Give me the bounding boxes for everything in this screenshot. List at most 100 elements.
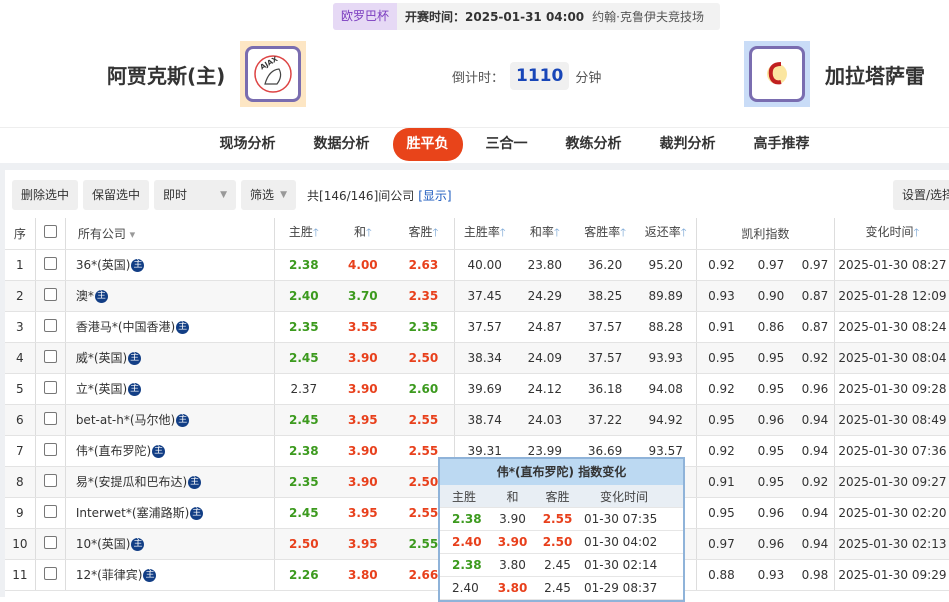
row-select[interactable] [34, 311, 66, 343]
row-checkbox[interactable] [43, 318, 57, 332]
company-cell[interactable]: 澳* 主 [64, 280, 275, 312]
row-checkbox[interactable] [43, 442, 57, 456]
popup-time: 01-30 04:02 [584, 535, 658, 549]
filter-select[interactable]: 筛选 ▼ [241, 180, 297, 210]
company-cell[interactable]: 香港马*(中国香港) 主 [64, 311, 275, 343]
keep-selected-button[interactable]: 保留选中 [83, 180, 150, 210]
row-checkbox[interactable] [43, 504, 57, 518]
tab-live-analysis[interactable]: 现场分析 [219, 136, 276, 152]
row-checkbox[interactable] [43, 473, 57, 487]
row-checkbox[interactable] [43, 380, 57, 394]
row-checkbox[interactable] [43, 411, 57, 425]
company-name[interactable]: 10*(英国) [75, 537, 131, 551]
company-cell[interactable]: 威*(英国) 主 [64, 342, 275, 374]
tab-expert-picks[interactable]: 高手推荐 [753, 136, 810, 152]
row-select[interactable] [34, 435, 66, 467]
table-row[interactable]: 6 bet-at-h*(马尔他) 主 2.45 3.95 2.55 38.74 24.03 3… [5, 404, 949, 436]
col-home-rate[interactable]: 主胜率🡑 [453, 218, 515, 250]
company-cell[interactable]: 10*(英国) 主 [64, 528, 275, 560]
col-home[interactable]: 主胜🡑 [273, 218, 333, 250]
row-select[interactable] [34, 280, 66, 312]
table-row[interactable]: 3 香港马*(中国香港) 主 2.35 3.55 2.35 37.57 24.87 37.57… [5, 311, 949, 343]
table-row[interactable]: 7 伟*(直布罗陀) 主 2.38 3.90 2.55 39.31 23.99 36.69 93… [5, 435, 949, 467]
company-cell[interactable]: Interwet*(塞浦路斯) 主 [64, 497, 275, 529]
popup-col-time: 变化时间 [600, 489, 649, 504]
company-name[interactable]: 威*(英国) [75, 351, 128, 365]
col-draw-label: 和 [353, 225, 366, 240]
table-row[interactable]: 2 澳* 主 2.40 3.70 2.35 37.45 24.29 38.25 89.89 0.9… [5, 280, 949, 312]
col-away-rate[interactable]: 客胜率🡑 [574, 218, 636, 250]
return-rate: 88.28 [635, 311, 697, 343]
kelly-home: 0.95 [696, 497, 746, 529]
countdown-value: 1110 [510, 62, 570, 90]
table-row[interactable]: 4 威*(英国) 主 2.45 3.90 2.50 38.34 24.09 37.57 93.9… [5, 342, 949, 374]
company-cell[interactable]: 易*(安提瓜和巴布达) 主 [64, 466, 275, 498]
delete-selected-button[interactable]: 删除选中 [12, 180, 79, 210]
company-cell[interactable]: 12*(菲律宾) 主 [64, 559, 275, 591]
col-draw-rate[interactable]: 和率🡑 [514, 218, 575, 250]
row-select[interactable] [34, 404, 66, 436]
tab-1x2-odds[interactable]: 胜平负 [392, 128, 463, 161]
company-name[interactable]: 澳* [75, 289, 94, 303]
mode-select[interactable]: 即时 ▼ [154, 180, 237, 210]
league-badge[interactable]: 欧罗巴杯 [333, 3, 398, 30]
row-checkbox[interactable] [43, 566, 57, 580]
table-row[interactable]: 1 36*(英国) 主 2.38 4.00 2.63 40.00 23.80 36.20 95.… [5, 249, 949, 281]
col-draw[interactable]: 和🡑 [332, 218, 394, 250]
draw-rate: 24.12 [514, 373, 575, 405]
popup-odds: 3.80 [497, 581, 528, 595]
row-select[interactable] [34, 466, 66, 498]
home-rate: 37.57 [453, 311, 515, 343]
company-name[interactable]: 36*(英国) [75, 258, 131, 272]
select-all-checkbox[interactable] [43, 225, 57, 239]
company-name[interactable]: 伟*(直布罗陀) [75, 444, 152, 458]
kelly-home: 0.88 [696, 559, 746, 591]
show-link[interactable]: [显示] [418, 188, 452, 203]
col-company[interactable]: 所有公司 ▾ [64, 218, 275, 250]
table-header: 序 所有公司 ▾ 主胜🡑 和🡑 客胜🡑 主胜率🡑 和率🡑 客胜率🡑 返还率🡑 凯… [5, 218, 949, 250]
home-team-logo[interactable]: AJAX [240, 41, 306, 107]
tab-referee-analysis[interactable]: 裁判分析 [659, 136, 716, 152]
company-cell[interactable]: bet-at-h*(马尔他) 主 [64, 404, 275, 436]
row-checkbox[interactable] [43, 256, 57, 270]
tab-three-in-one[interactable]: 三合一 [485, 136, 528, 152]
away-team-name[interactable]: 加拉塔萨雷 [825, 64, 925, 88]
tab-coach-analysis[interactable]: 教练分析 [565, 136, 622, 152]
company-name[interactable]: 易*(安提瓜和巴布达) [75, 475, 188, 489]
company-name[interactable]: Interwet*(塞浦路斯) [75, 506, 190, 520]
home-team-name[interactable]: 阿贾克斯(主) [107, 64, 226, 88]
company-name[interactable]: 香港马*(中国香港) [75, 320, 176, 334]
kelly-away: 0.94 [796, 528, 835, 560]
row-select[interactable] [34, 249, 66, 281]
company-cell[interactable]: 立*(英国) 主 [64, 373, 275, 405]
company-cell[interactable]: 36*(英国) 主 [64, 249, 275, 281]
row-select[interactable] [34, 528, 66, 560]
row-select[interactable] [34, 559, 66, 591]
tab-data-analysis[interactable]: 数据分析 [313, 136, 370, 152]
col-select-all[interactable] [34, 218, 66, 250]
col-away[interactable]: 客胜🡑 [393, 218, 455, 250]
kelly-home: 0.95 [696, 404, 746, 436]
col-time[interactable]: 变化时间🡑 [833, 218, 949, 250]
analysis-tabs: 现场分析 数据分析 胜平负 三合一 教练分析 裁判分析 高手推荐 [0, 127, 949, 161]
away-rate: 38.25 [574, 280, 636, 312]
company-cell[interactable]: 伟*(直布罗陀) 主 [64, 435, 275, 467]
row-seq: 2 [5, 280, 36, 312]
row-checkbox[interactable] [43, 535, 57, 549]
company-name[interactable]: 12*(菲律宾) [75, 568, 143, 582]
row-checkbox[interactable] [43, 349, 57, 363]
settings-button[interactable]: 设置/选择 [893, 180, 949, 210]
kelly-draw: 0.96 [745, 497, 797, 529]
odds-draw: 3.95 [332, 528, 394, 560]
row-select[interactable] [34, 373, 66, 405]
company-name[interactable]: bet-at-h*(马尔他) [75, 413, 176, 427]
row-select[interactable] [34, 497, 66, 529]
table-row[interactable]: 5 立*(英国) 主 2.37 3.90 2.60 39.69 24.12 36.18 94.0… [5, 373, 949, 405]
row-checkbox[interactable] [43, 287, 57, 301]
col-return-rate[interactable]: 返还率🡑 [635, 218, 697, 250]
away-team-logo[interactable] [744, 41, 810, 107]
odds-change-popup: 伟*(直布罗陀) 指数变化 主胜 和 客胜 变化时间 2.38 3.90 2.55 0… [438, 457, 685, 602]
row-select[interactable] [34, 342, 66, 374]
company-name[interactable]: 立*(英国) [75, 382, 128, 396]
kelly-home: 0.92 [696, 249, 746, 281]
